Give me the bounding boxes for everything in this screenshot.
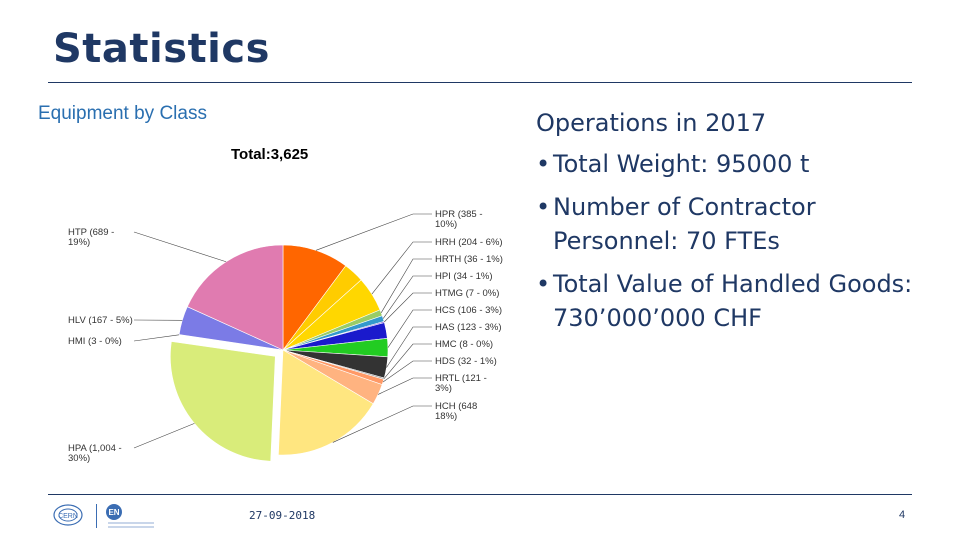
pie-leader-hds — [382, 360, 432, 383]
operations-heading: Operations in 2017 — [536, 109, 767, 137]
pie-leader-hrh — [371, 241, 432, 295]
logo-separator — [96, 504, 97, 528]
pie-label-hrtl: HRTL (121 -3%) — [435, 373, 487, 394]
operations-bullet: • Total Weight: 95000 t — [536, 147, 936, 181]
pie-leader-hpi — [382, 275, 432, 319]
pie-chart: Equipment by Class Total:3,625 HPR (385 … — [30, 95, 525, 475]
chart-title: Equipment by Class — [38, 103, 207, 124]
operations-panel: Operations in 2017 • Total Weight: 95000… — [536, 103, 936, 344]
pie-leader-hmc — [383, 343, 432, 379]
pie-leader-has — [386, 326, 432, 368]
bullet-icon: • — [536, 193, 551, 221]
pie-label-hpa: HPA (1,004 -30%) — [68, 443, 122, 464]
pie-label-hlv: HLV (167 - 5%) — [68, 315, 133, 326]
chart-total-label: Total:3,625 — [231, 146, 308, 163]
pie-slice-hpa — [170, 341, 276, 462]
pie-leader-lines — [133, 213, 432, 449]
footer-divider — [48, 494, 912, 495]
pie-leader-hrth — [380, 258, 432, 313]
pie-label-has: HAS (123 - 3%) — [435, 322, 502, 333]
bullet-text-weight: Total Weight: 95000 t — [553, 150, 810, 178]
pie-leader-htmg — [383, 292, 432, 323]
pie-leader-hpa — [133, 423, 195, 449]
pie-leader-hch — [332, 405, 432, 443]
slide-title: Statistics — [53, 26, 270, 72]
pie-leader-hcs — [387, 309, 432, 348]
footer-logos: CERN EN — [53, 504, 154, 528]
pie-slice-htp — [186, 244, 284, 351]
pie-labels: HPR (385 -10%) HRH (204 - 6%) HRTH (36 - 1… — [68, 209, 503, 464]
pie-label-hmi: HMI (3 - 0%) — [68, 336, 122, 347]
pie-label-htp: HTP (689 -19%) — [68, 227, 114, 248]
svg-text:CERN: CERN — [58, 513, 78, 520]
page-number: 4 — [899, 509, 906, 521]
pie-label-hmc: HMC (8 - 0%) — [435, 339, 493, 350]
pie-label-hcs: HCS (106 - 3%) — [435, 305, 502, 316]
operations-bullet: • Number of Contractor Personnel: 70 FTE… — [536, 190, 936, 258]
title-divider — [48, 82, 912, 83]
pie-label-hds: HDS (32 - 1%) — [435, 356, 497, 367]
pie-leader-hmi — [133, 334, 180, 342]
pie-leader-htp — [133, 231, 227, 263]
footer-date: 27-09-2018 — [249, 509, 316, 522]
pie-leader-hrtl — [378, 377, 432, 395]
bullet-icon: • — [536, 150, 551, 178]
pie-label-hpi: HPI (34 - 1%) — [435, 271, 493, 282]
pie-label-htmg: HTMG (7 - 0%) — [435, 288, 499, 299]
en-logo-icon: EN — [106, 504, 154, 528]
operations-bullet: • Total Value of Handled Goods: 730’000’… — [536, 267, 936, 335]
cern-logo-icon: CERN — [53, 504, 83, 526]
pie-label-hrh: HRH (204 - 6%) — [435, 237, 503, 248]
pie-slices — [170, 244, 389, 462]
pie-label-hpr: HPR (385 -10%) — [435, 209, 483, 230]
bullet-text-value: Total Value of Handled Goods: 730’000’00… — [553, 270, 913, 332]
total-value: 3,625 — [271, 146, 309, 163]
pie-chart-svg: Equipment by Class Total:3,625 HPR (385 … — [38, 103, 503, 464]
pie-label-hch: HCH (648 18%) — [435, 401, 477, 422]
bullet-text-personnel: Number of Contractor Personnel: 70 FTEs — [553, 193, 816, 255]
pie-leader-hpr — [315, 213, 432, 251]
svg-text:EN: EN — [108, 508, 119, 517]
pie-label-hrth: HRTH (36 - 1%) — [435, 254, 503, 265]
bullet-icon: • — [536, 270, 551, 298]
total-label: Total: — [231, 146, 271, 163]
